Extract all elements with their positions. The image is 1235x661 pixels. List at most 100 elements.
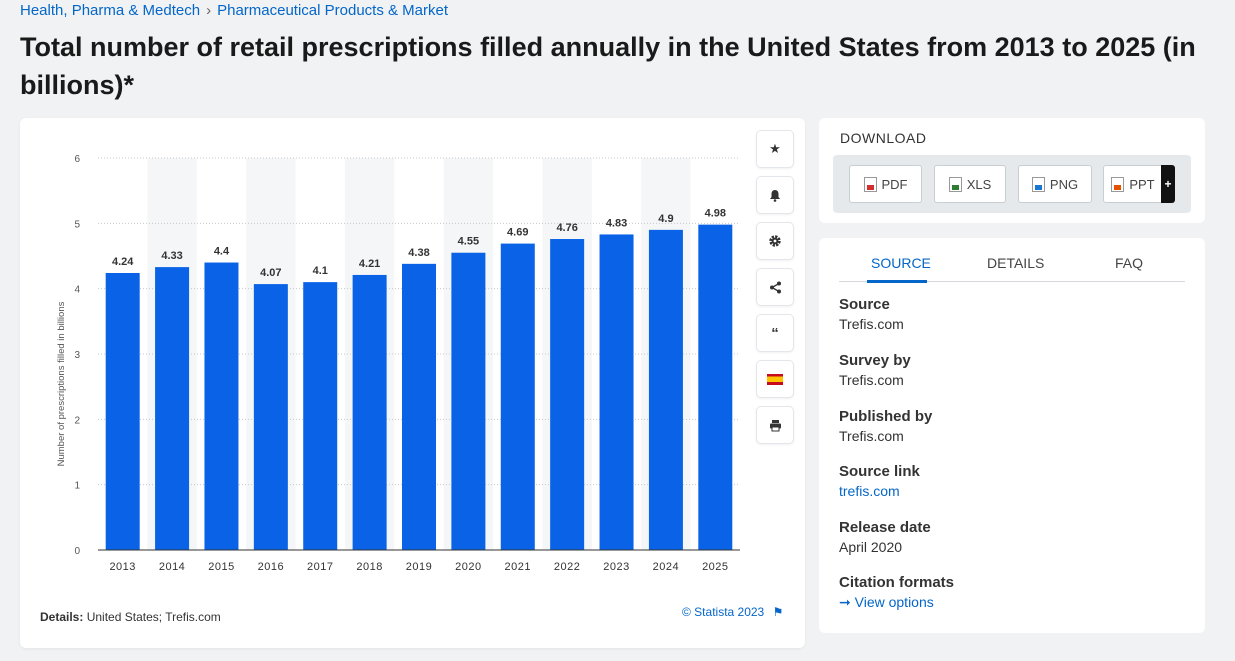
bell-icon <box>770 189 780 202</box>
source-link-field: Source link trefis.com <box>839 463 920 499</box>
bar <box>550 239 585 550</box>
share-icon <box>769 281 781 293</box>
bar <box>402 263 436 550</box>
bar <box>648 229 683 550</box>
download-panel: DOWNLOAD PDF XLS PNG PPT + <box>819 118 1205 223</box>
data-label: 4.4 <box>214 246 230 258</box>
x-tick-label: 2020 <box>455 561 481 573</box>
chart-details: Details: United States; Trefis.com <box>40 610 221 624</box>
statista-copyright-link[interactable]: © Statista 2023 ⚑ <box>682 605 783 619</box>
x-tick-label: 2014 <box>159 561 185 573</box>
breadcrumb-separator: › <box>206 2 212 19</box>
source-label: Source <box>839 296 890 313</box>
data-label: 4.69 <box>507 227 528 239</box>
data-label: 4.98 <box>705 208 726 220</box>
info-tabs: SOURCE DETAILS FAQ <box>839 255 1185 283</box>
pdf-label: PDF <box>881 176 908 192</box>
breadcrumb-health-link[interactable]: Health, Pharma & Medtech <box>20 2 201 19</box>
download-pdf-button[interactable]: PDF <box>849 165 922 203</box>
tab-faq[interactable]: FAQ <box>1115 255 1144 271</box>
source-link[interactable]: trefis.com <box>839 483 900 499</box>
citation-field: Citation formats ➞ View options <box>839 574 954 611</box>
favorite-button[interactable]: ★ <box>756 130 794 168</box>
x-tick-label: 2024 <box>653 561 679 573</box>
survey-field: Survey by Trefis.com <box>839 352 911 388</box>
download-xls-button[interactable]: XLS <box>934 165 1006 203</box>
spain-flag-icon <box>767 373 783 385</box>
bar <box>500 243 535 550</box>
source-value: Trefis.com <box>839 316 904 332</box>
png-file-icon <box>1031 176 1045 192</box>
print-icon <box>769 419 781 431</box>
release-date-field: Release date April 2020 <box>839 519 931 555</box>
data-label: 4.1 <box>313 265 328 277</box>
star-icon: ★ <box>769 141 781 156</box>
notification-button[interactable] <box>756 176 794 214</box>
settings-button[interactable] <box>756 222 794 260</box>
bar <box>105 272 140 550</box>
survey-value: Trefis.com <box>839 372 904 388</box>
x-tick-label: 2015 <box>208 561 234 573</box>
bar <box>204 262 239 550</box>
view-options-link[interactable]: ➞ View options <box>839 594 954 611</box>
data-label: 4.24 <box>112 256 134 268</box>
gear-icon <box>769 235 781 247</box>
y-tick-label: 2 <box>74 415 80 426</box>
x-tick-label: 2021 <box>505 561 531 573</box>
share-button[interactable] <box>756 268 794 306</box>
data-label: 4.21 <box>359 258 380 270</box>
active-tab-indicator <box>867 280 927 283</box>
flag-icon: ⚑ <box>772 605 784 619</box>
breadcrumb: Health, Pharma & Medtech › Pharmaceutical … <box>20 2 448 19</box>
breadcrumb-pharma-link[interactable]: Pharmaceutical Products & Market <box>217 2 449 19</box>
xls-file-icon <box>948 176 962 192</box>
source-field: Source Trefis.com <box>839 296 904 332</box>
data-label: 4.33 <box>161 250 182 262</box>
data-label: 4.76 <box>556 222 577 234</box>
data-label: 4.83 <box>606 217 627 229</box>
bar <box>303 282 338 550</box>
chart-toolbar: ★ “ <box>756 130 794 452</box>
tab-details[interactable]: DETAILS <box>987 255 1045 271</box>
bar <box>253 284 288 550</box>
y-tick-label: 3 <box>74 350 80 361</box>
bar <box>599 234 634 550</box>
x-tick-label: 2017 <box>307 561 333 573</box>
published-value: Trefis.com <box>839 428 904 444</box>
data-label: 4.38 <box>408 247 429 259</box>
plus-icon[interactable]: + <box>1161 165 1175 203</box>
y-tick-label: 1 <box>74 481 80 492</box>
info-panel: SOURCE DETAILS FAQ Source Trefis.com Sur… <box>819 238 1205 633</box>
tab-source[interactable]: SOURCE <box>871 255 931 271</box>
x-tick-label: 2022 <box>554 561 580 573</box>
pdf-file-icon <box>863 176 877 192</box>
published-label: Published by <box>839 408 933 425</box>
xls-label: XLS <box>966 176 992 192</box>
bar <box>698 224 733 550</box>
release-date-value: April 2020 <box>839 539 903 555</box>
download-png-button[interactable]: PNG <box>1018 165 1092 203</box>
x-tick-label: 2025 <box>702 561 728 573</box>
chart-card: 0 1 2 3 4 5 6 4.24 2013 4.33 2014 4.4 2015 4.07 2016 4.… <box>20 118 805 648</box>
arrow-right-icon: ➞ <box>839 594 855 610</box>
page-title: Total number of retail prescriptions fil… <box>20 32 1196 100</box>
y-axis-label: Number of prescriptions filled in billio… <box>56 301 67 466</box>
print-button[interactable] <box>756 406 794 444</box>
citation-label: Citation formats <box>839 574 955 591</box>
language-button[interactable] <box>756 360 794 398</box>
bar <box>451 252 486 550</box>
published-field: Published by Trefis.com <box>839 408 932 444</box>
quote-icon: “ <box>771 324 779 342</box>
data-label: 4.55 <box>458 236 479 248</box>
citation-button[interactable]: “ <box>756 314 794 352</box>
x-tick-label: 2018 <box>356 561 382 573</box>
y-tick-label: 5 <box>74 219 80 230</box>
y-tick-label: 0 <box>74 546 80 557</box>
x-tick-label: 2019 <box>406 561 432 573</box>
y-tick-label: 6 <box>74 154 80 165</box>
bar-chart: 0 1 2 3 4 5 6 4.24 2013 4.33 2014 4.4 2015 4.07 2016 4.… <box>56 154 740 573</box>
source-link-label: Source link <box>839 463 920 480</box>
download-ppt-button[interactable]: PPT + <box>1103 165 1175 203</box>
x-tick-label: 2023 <box>603 561 629 573</box>
x-tick-label: 2016 <box>258 561 284 573</box>
